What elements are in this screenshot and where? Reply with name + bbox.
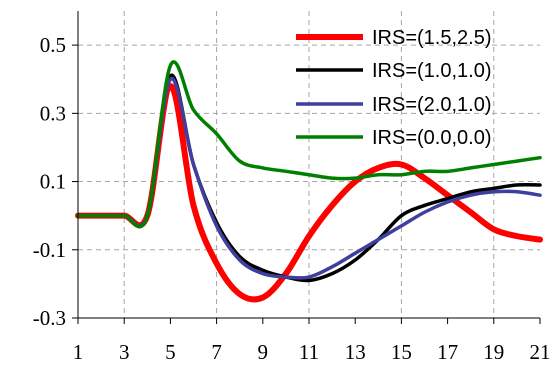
data-point-s3-6 <box>216 133 218 135</box>
data-point-s2-5 <box>193 164 194 165</box>
x-tick-label-10: 21 <box>530 340 551 364</box>
x-tick-label-3: 7 <box>211 340 222 364</box>
data-point-s2-20 <box>539 194 541 196</box>
data-point-s0-5 <box>193 204 194 206</box>
data-point-s0-18 <box>493 228 495 230</box>
data-point-s2-4 <box>169 78 171 80</box>
data-point-s1-8 <box>262 269 264 271</box>
y-tick-label-0: -0.3 <box>33 306 66 330</box>
data-point-s0-4 <box>169 85 171 87</box>
data-point-s2-18 <box>493 191 495 193</box>
data-point-s2-11 <box>331 266 333 268</box>
data-point-s2-12 <box>354 252 356 254</box>
data-point-s2-14 <box>400 225 402 227</box>
data-point-s2-19 <box>516 191 518 193</box>
x-tick-label-5: 11 <box>299 340 319 364</box>
data-point-s0-12 <box>354 181 356 183</box>
x-tick-label-8: 17 <box>437 340 458 364</box>
data-point-s1-7 <box>239 256 241 258</box>
data-point-s0-8 <box>262 297 264 299</box>
data-point-s3-11 <box>331 177 333 179</box>
legend-label-0: IRS=(1.5,2.5) <box>372 27 492 49</box>
data-point-s1-20 <box>539 184 541 186</box>
data-point-s3-4 <box>169 65 171 67</box>
data-point-s3-15 <box>424 170 425 172</box>
series-line-3 <box>76 60 542 229</box>
x-tick-label-4: 9 <box>258 340 269 364</box>
data-point-s1-10 <box>308 279 310 281</box>
data-point-s2-16 <box>447 201 449 203</box>
data-point-s2-15 <box>424 211 425 213</box>
data-point-s3-16 <box>447 170 449 172</box>
axes <box>72 11 541 324</box>
x-tick-label-9: 19 <box>483 340 504 364</box>
data-point-s0-6 <box>216 262 218 264</box>
data-point-s0-15 <box>424 177 425 179</box>
data-point-s0-16 <box>447 194 449 196</box>
data-point-s3-1 <box>100 215 102 217</box>
data-point-s3-3 <box>146 215 148 217</box>
data-point-s3-19 <box>516 160 518 162</box>
data-point-s2-8 <box>262 273 264 275</box>
data-point-s0-14 <box>400 164 402 165</box>
data-point-s1-15 <box>424 204 425 206</box>
data-point-s0-10 <box>308 235 310 237</box>
x-tick-labels: 1 3 5 7 9 11 13 15 17 19 21 <box>73 340 551 364</box>
data-point-s1-19 <box>516 184 518 186</box>
data-point-s2-17 <box>470 194 472 196</box>
x-tick-label-2: 5 <box>165 340 176 364</box>
legend-label-3: IRS=(0.0,0.0) <box>372 127 492 149</box>
data-point-s3-20 <box>539 157 541 159</box>
data-point-s3-5 <box>193 109 194 111</box>
data-point-s0-13 <box>377 167 379 169</box>
data-point-s1-4 <box>169 75 171 77</box>
data-point-s1-16 <box>447 198 449 200</box>
data-point-s3-18 <box>493 164 495 165</box>
data-point-s1-17 <box>470 191 472 193</box>
legend-label-1: IRS=(1.0,1.0) <box>372 60 492 82</box>
data-point-s0-20 <box>539 239 541 241</box>
series-lines <box>75 60 543 303</box>
data-point-s3-9 <box>285 170 287 172</box>
data-point-s0-17 <box>470 211 472 213</box>
data-point-s2-13 <box>377 239 379 241</box>
data-point-s1-14 <box>400 215 402 217</box>
data-point-s2-9 <box>285 276 287 278</box>
y-tick-labels: -0.3 -0.1 0.1 0.3 0.5 <box>33 33 66 330</box>
data-point-s0-9 <box>285 273 287 275</box>
data-point-s1-18 <box>493 187 495 189</box>
data-point-s3-8 <box>262 167 264 169</box>
data-point-s2-10 <box>308 276 310 278</box>
y-tick-label-4: 0.5 <box>40 33 66 57</box>
data-point-s3-13 <box>377 174 379 176</box>
y-tick-label-1: -0.1 <box>33 238 66 262</box>
data-point-s0-7 <box>239 293 241 295</box>
data-point-s2-7 <box>239 259 241 261</box>
data-point-s3-2 <box>123 215 125 217</box>
x-tick-label-0: 1 <box>73 340 84 364</box>
y-tick-label-2: 0.1 <box>40 170 66 194</box>
x-tick-label-7: 15 <box>391 340 412 364</box>
data-point-s1-11 <box>331 273 333 275</box>
data-point-s2-6 <box>216 225 218 227</box>
y-tick-label-3: 0.3 <box>40 101 66 125</box>
data-point-s3-10 <box>308 174 310 176</box>
data-point-s0-19 <box>516 235 518 237</box>
data-point-s3-12 <box>354 177 356 179</box>
data-point-s1-12 <box>354 259 356 261</box>
data-point-s0-11 <box>331 204 333 206</box>
data-point-s3-14 <box>400 174 402 176</box>
data-point-s3-17 <box>470 167 472 169</box>
data-point-s3-7 <box>239 160 241 162</box>
legend-label-2: IRS=(2.0,1.0) <box>372 94 492 116</box>
x-tick-label-1: 3 <box>119 340 130 364</box>
x-tick-label-6: 13 <box>345 340 366 364</box>
legend: IRS=(1.5,2.5) IRS=(1.0,1.0) IRS=(2.0,1.0) I… <box>296 27 492 149</box>
